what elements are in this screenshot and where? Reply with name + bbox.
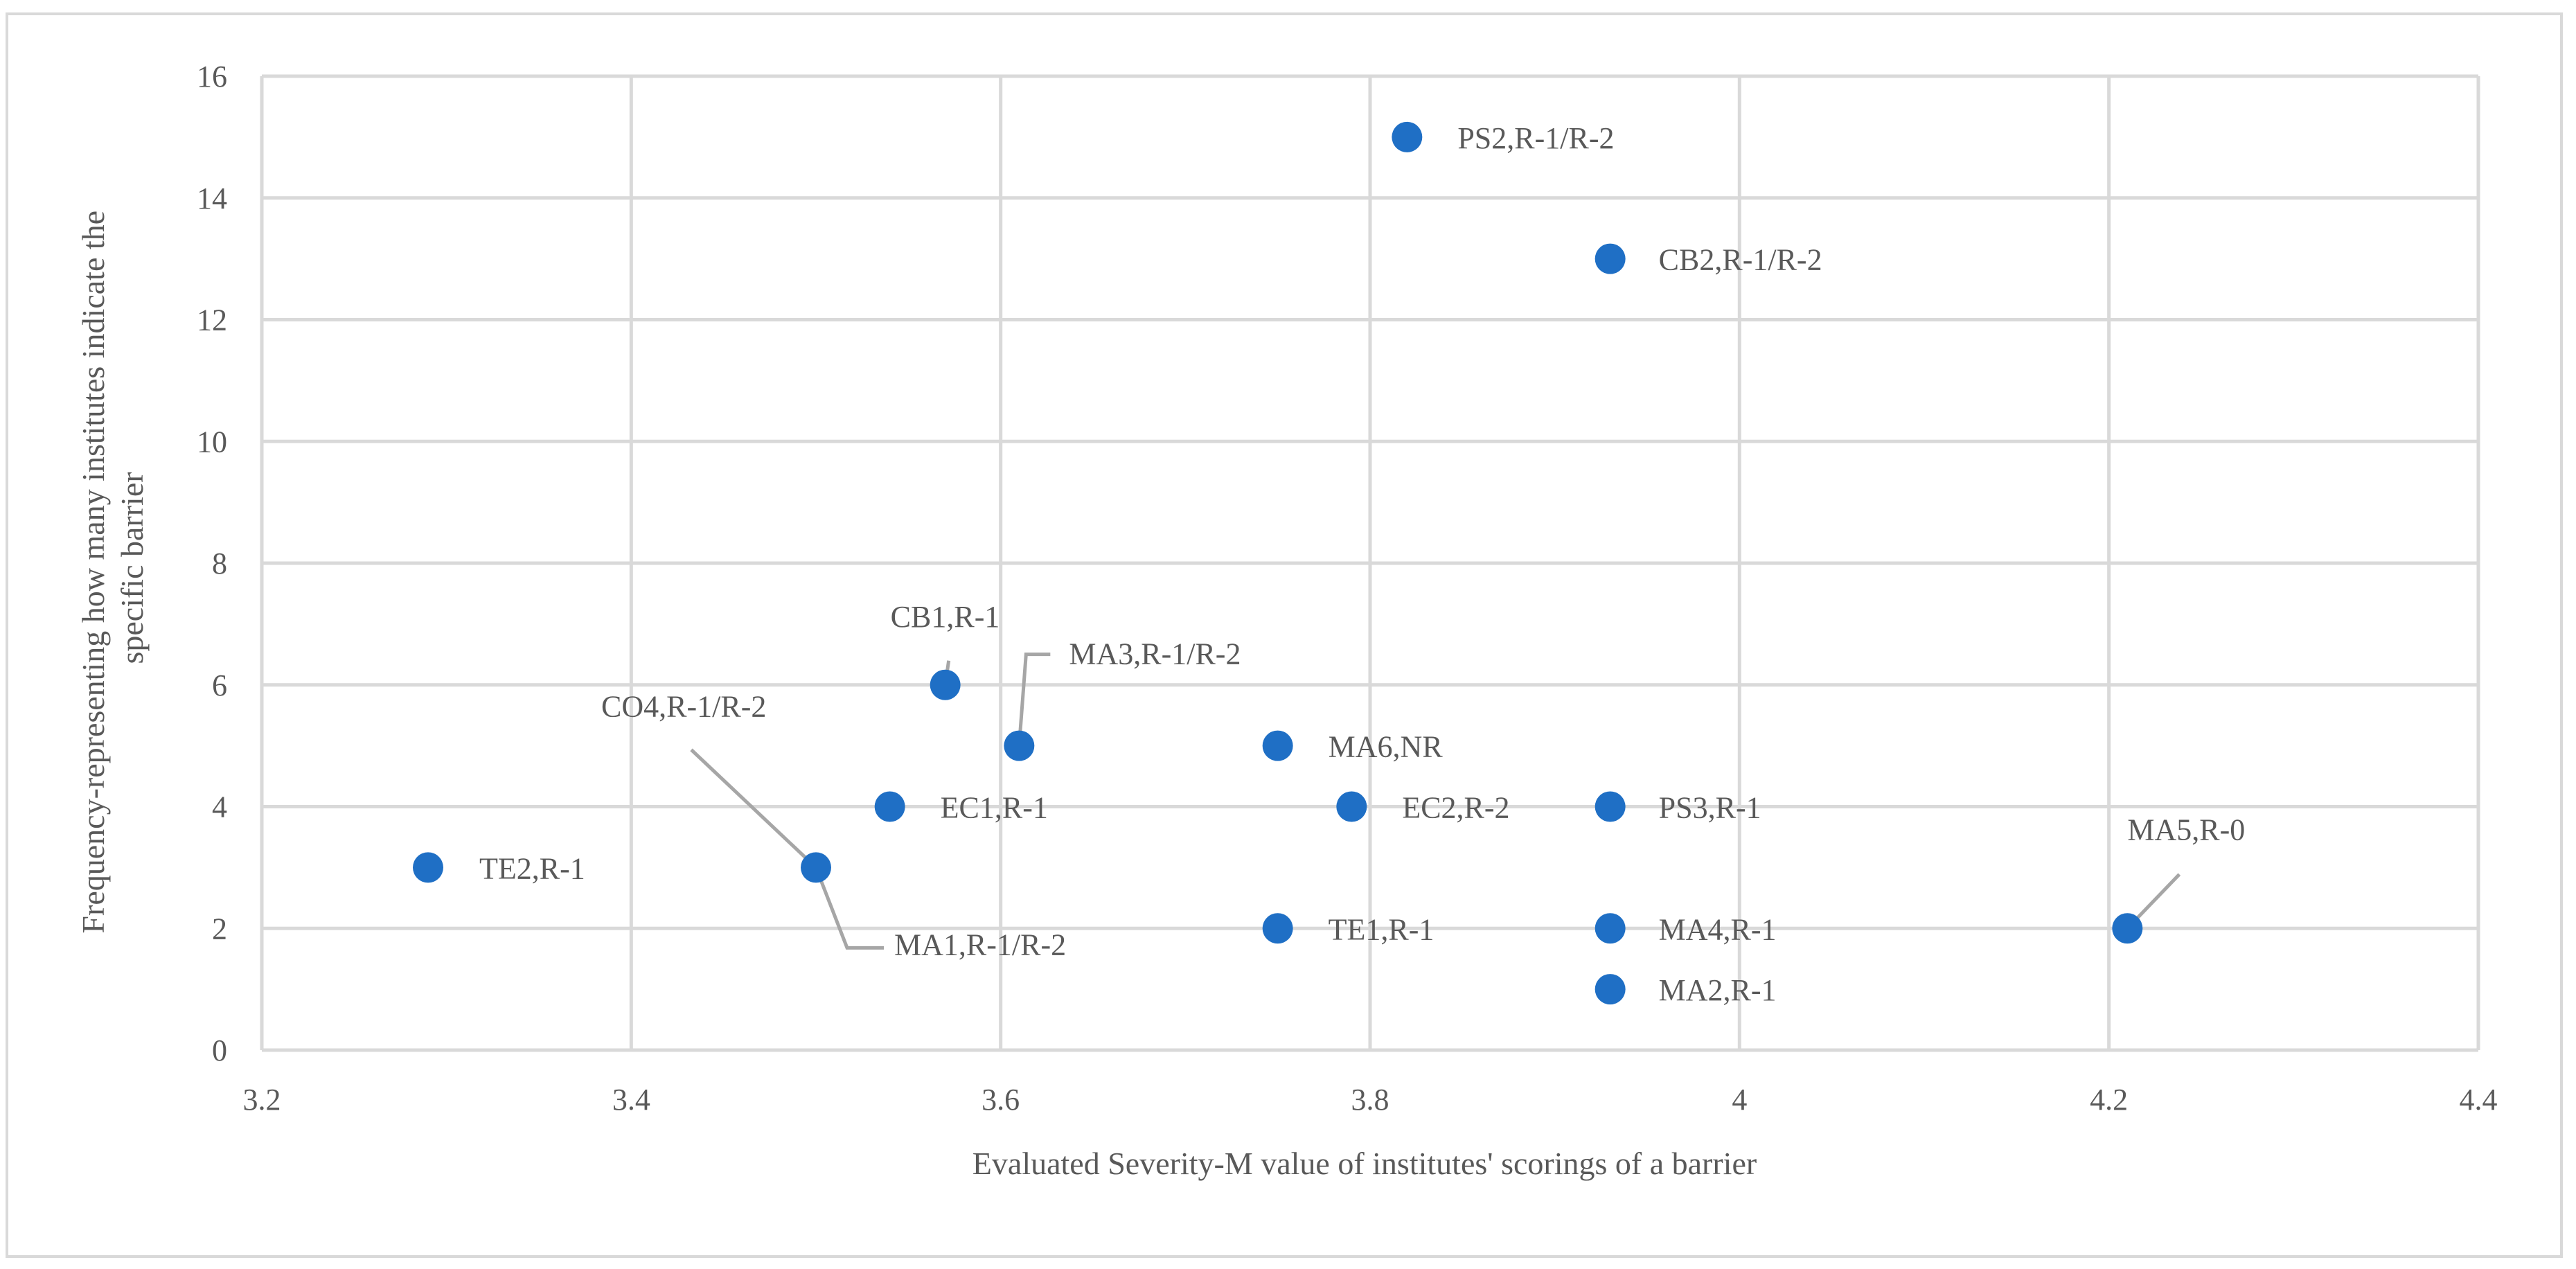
point-label: CB1,R-1	[891, 600, 1000, 634]
data-point	[1595, 913, 1626, 944]
data-point	[1595, 791, 1626, 822]
x-tick-label: 4	[1732, 1083, 1747, 1117]
data-point	[1595, 243, 1626, 274]
tick-labels: 3.2 3.4 3.6 3.8 4 4.2 4.4 0 2 4 6 8 10 12 14 16	[197, 60, 2498, 1117]
data-points	[413, 121, 2143, 1005]
point-label: CB2,R-1/R-2	[1659, 243, 1822, 277]
point-label: MA6,NR	[1329, 730, 1444, 764]
point-label: EC1,R-1	[941, 791, 1048, 825]
point-label: MA3,R-1/R-2	[1069, 637, 1241, 671]
point-label: TE2,R-1	[479, 851, 585, 885]
x-axis-title: Evaluated Severity-M value of institutes…	[972, 1146, 1757, 1181]
data-point	[1595, 974, 1626, 1005]
data-point	[1262, 913, 1293, 944]
leader-line	[690, 748, 817, 869]
x-tick-label: 3.6	[981, 1083, 1020, 1117]
leader-line	[1017, 653, 1051, 746]
y-tick-label: 2	[212, 912, 227, 946]
point-label: MA2,R-1	[1659, 973, 1777, 1007]
data-point	[1004, 730, 1035, 761]
y-axis-title-line-2: specific barrier	[114, 472, 150, 664]
y-tick-label: 14	[197, 181, 227, 215]
x-tick-label: 4.2	[2090, 1083, 2128, 1117]
data-point	[2112, 913, 2143, 944]
x-tick-label: 4.4	[2460, 1083, 2498, 1117]
point-label: MA5,R-0	[2127, 813, 2245, 846]
point-label: EC2,R-2	[1402, 791, 1509, 825]
leader-line	[814, 867, 884, 950]
data-point	[1392, 121, 1423, 152]
data-point	[1262, 730, 1293, 761]
y-axis-title: Frequency-representing how many institut…	[75, 202, 150, 933]
y-tick-label: 8	[212, 547, 227, 580]
y-tick-label: 4	[212, 790, 227, 824]
gridlines	[260, 74, 2480, 1052]
data-point	[930, 669, 961, 700]
y-tick-label: 6	[212, 668, 227, 702]
x-tick-label: 3.4	[612, 1083, 650, 1117]
point-label: CO4,R-1/R-2	[601, 689, 766, 723]
data-point	[874, 791, 905, 822]
y-tick-label: 16	[197, 60, 227, 94]
point-label: MA4,R-1	[1659, 912, 1777, 946]
point-labels: TE2,R-1 CO4,R-1/R-2 MA1,R-1/R-2 EC1,R-1 CB1,…	[479, 121, 2245, 1007]
y-axis-title-line-1: Frequency-representing how many institut…	[75, 211, 111, 934]
data-point	[413, 852, 443, 883]
point-label: TE1,R-1	[1329, 912, 1434, 946]
data-point	[1336, 791, 1367, 822]
y-tick-label: 12	[197, 303, 227, 337]
y-tick-label: 10	[197, 425, 227, 459]
point-label: MA1,R-1/R-2	[894, 928, 1066, 961]
x-tick-label: 3.8	[1351, 1083, 1389, 1117]
y-tick-label: 0	[212, 1033, 227, 1067]
data-point	[801, 852, 831, 883]
point-label: PS2,R-1/R-2	[1457, 121, 1614, 155]
point-label: PS3,R-1	[1659, 791, 1761, 825]
x-tick-label: 3.2	[243, 1083, 281, 1117]
